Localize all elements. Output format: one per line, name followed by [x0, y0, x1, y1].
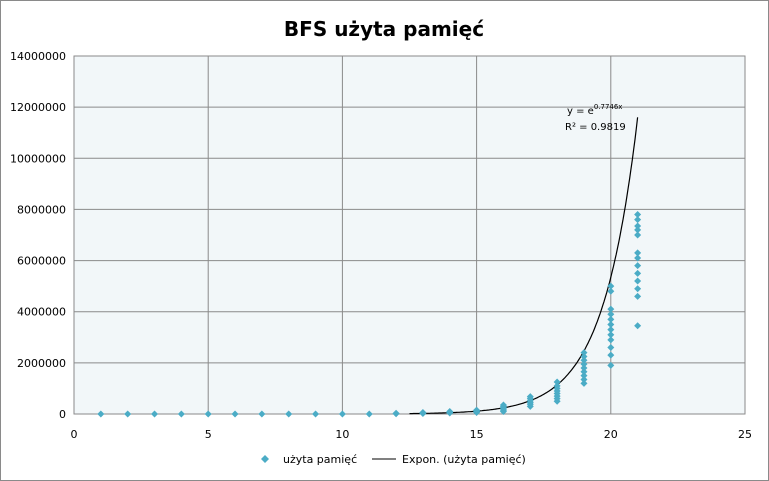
chart-title: BFS użyta pamięć	[284, 17, 484, 41]
data-point	[446, 407, 454, 415]
data-point	[553, 378, 561, 386]
data-point	[204, 410, 212, 418]
data-point	[607, 331, 615, 339]
data-point	[365, 410, 373, 418]
data-point	[634, 216, 642, 224]
data-point	[607, 361, 615, 369]
data-point	[607, 326, 615, 334]
legend: użyta pamięć Expon. (użyta pamięć)	[261, 453, 526, 466]
data-point	[419, 408, 427, 416]
data-point	[124, 410, 132, 418]
legend-marker-scatter	[261, 455, 269, 463]
data-point	[151, 410, 159, 418]
data-point	[634, 226, 642, 234]
y-tick-label: 4000000	[17, 306, 66, 319]
data-point	[634, 211, 642, 219]
data-point	[607, 315, 615, 323]
legend-label-scatter: użyta pamięć	[283, 453, 357, 466]
data-point	[580, 364, 588, 372]
data-point	[580, 356, 588, 364]
equation-exponent: 0.7746x	[594, 103, 623, 111]
data-point	[634, 277, 642, 285]
points-layer	[97, 211, 642, 418]
data-point	[580, 360, 588, 368]
data-point	[258, 410, 266, 418]
data-point	[634, 269, 642, 277]
data-point	[607, 310, 615, 318]
data-point	[473, 406, 481, 414]
data-point	[607, 344, 615, 352]
trendline-equation: y = e0.7746x	[567, 103, 622, 117]
data-point	[634, 254, 642, 262]
x-tick-label: 20	[604, 428, 618, 441]
data-point	[580, 379, 588, 387]
equation-base: y = e	[567, 106, 594, 117]
data-point	[499, 401, 507, 409]
y-tick-label: 2000000	[17, 357, 66, 370]
x-tick-label: 5	[205, 428, 212, 441]
y-tick-label: 6000000	[17, 255, 66, 268]
y-tick-label: 12000000	[10, 101, 66, 114]
data-point	[285, 410, 293, 418]
data-point	[634, 262, 642, 270]
data-point	[607, 351, 615, 359]
data-point	[634, 292, 642, 300]
r-squared-label: R² = 0.9819	[565, 122, 626, 133]
data-point	[231, 410, 239, 418]
data-point	[634, 249, 642, 257]
data-point	[634, 231, 642, 239]
data-point	[607, 305, 615, 313]
y-tick-label: 8000000	[17, 203, 66, 216]
data-point	[634, 222, 642, 230]
x-tick-label: 25	[738, 428, 752, 441]
data-point	[607, 282, 615, 290]
data-point	[553, 382, 561, 390]
data-point	[580, 352, 588, 360]
data-point	[580, 372, 588, 380]
data-point	[97, 410, 105, 418]
data-point	[607, 321, 615, 328]
x-tick-label: 0	[71, 428, 78, 441]
data-point	[634, 285, 642, 293]
data-point	[338, 410, 346, 418]
x-tick-label: 10	[335, 428, 349, 441]
data-point	[580, 368, 588, 376]
data-point	[607, 287, 615, 295]
tick-layer: 0 2000000 4000000 6000000 8000000 10000000 120…	[10, 50, 752, 441]
data-point	[177, 410, 185, 418]
data-point	[580, 375, 588, 383]
y-tick-label: 14000000	[10, 50, 66, 63]
data-point	[392, 409, 400, 417]
data-point	[634, 322, 642, 330]
y-tick-label: 0	[59, 408, 66, 421]
data-point	[580, 349, 588, 357]
data-point	[526, 393, 534, 401]
plot-area	[73, 55, 746, 415]
x-tick-label: 15	[470, 428, 484, 441]
grid-layer	[74, 56, 745, 414]
data-point	[607, 336, 615, 344]
legend-label-trend: Expon. (użyta pamięć)	[402, 453, 526, 466]
y-tick-label: 10000000	[10, 152, 66, 165]
data-point	[312, 410, 320, 418]
